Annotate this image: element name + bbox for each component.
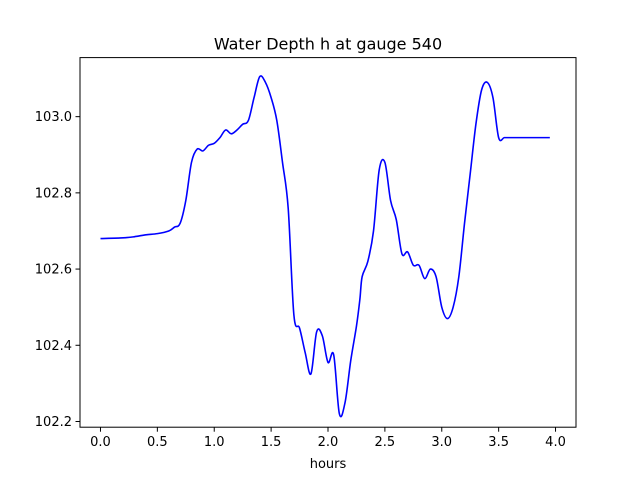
x-axis-label: hours [310, 457, 347, 472]
y-tick-label: 102.4 [35, 339, 72, 354]
x-tick-label: 2.0 [318, 435, 339, 450]
ticks-layer: 0.0 0.5 1.0 1.5 2.0 2.5 3.0 3.5 4.0 102.2 102.4 102… [35, 110, 566, 450]
x-tick-label: 1.5 [261, 435, 282, 450]
plot-layer [100, 75, 550, 418]
y-tick-label: 102.2 [35, 415, 72, 430]
x-tick-label: 3.0 [431, 435, 452, 450]
plot-frame [79, 57, 577, 428]
x-tick-label: 0.5 [147, 435, 168, 450]
y-tick-label: 103.0 [35, 110, 72, 125]
y-tick-label: 102.6 [35, 263, 72, 278]
series-line-0 [100, 75, 550, 418]
x-tick-label: 1.0 [204, 435, 225, 450]
chart-title: Water Depth h at gauge 540 [214, 35, 442, 54]
x-tick-label: 2.5 [375, 435, 396, 450]
x-tick-label: 4.0 [545, 435, 566, 450]
y-tick-label: 102.8 [35, 186, 72, 201]
x-tick-label: 3.5 [488, 435, 509, 450]
x-tick-label: 0.0 [90, 435, 111, 450]
